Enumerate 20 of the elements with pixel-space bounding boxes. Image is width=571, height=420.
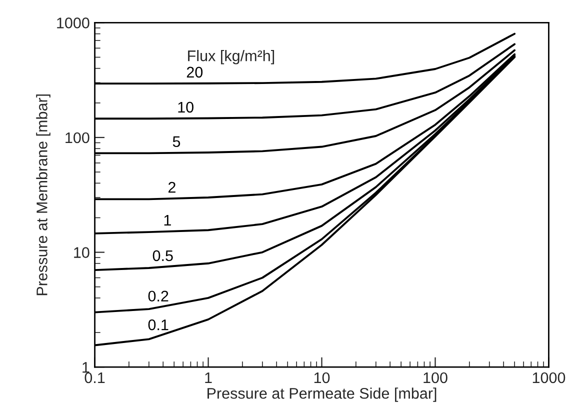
series-label: 0.1	[148, 319, 168, 330]
x-axis-title: Pressure at Permeate Side [mbar]	[208, 388, 436, 402]
y-axis-title: Pressure at Membrane [mbar]	[36, 94, 50, 296]
series-label: 20	[186, 66, 203, 78]
x-tick-label: 0.1	[84, 372, 105, 384]
x-tick-label: 10	[314, 372, 330, 384]
y-tick-label: 10	[74, 247, 90, 258]
x-tick-label: 1000	[532, 372, 566, 384]
y-tick-label: 100	[66, 132, 90, 144]
series-label: 0.5	[152, 250, 173, 262]
x-tick-label: 1	[205, 372, 212, 384]
y-tick-label: 1000	[57, 18, 90, 28]
series-label: 2	[168, 182, 176, 193]
y-tick-label: 1	[82, 362, 90, 373]
series-label: 10	[178, 102, 194, 113]
series-label: 5	[172, 136, 180, 148]
series-label: 0.2	[148, 290, 168, 302]
legend-title: Flux [kg/m²h]	[188, 50, 274, 64]
series-label: 1	[164, 214, 171, 226]
x-tick-label: 100	[424, 372, 448, 384]
